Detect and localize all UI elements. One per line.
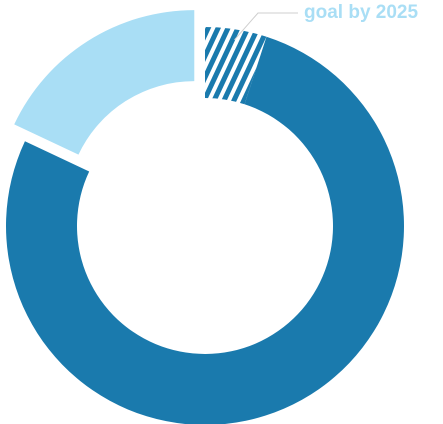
segment-label: goal by 2025 bbox=[304, 2, 418, 23]
donut-segment bbox=[14, 10, 195, 155]
donut-segment bbox=[6, 36, 404, 424]
donut-segment bbox=[205, 27, 267, 105]
leader-line bbox=[234, 12, 298, 41]
